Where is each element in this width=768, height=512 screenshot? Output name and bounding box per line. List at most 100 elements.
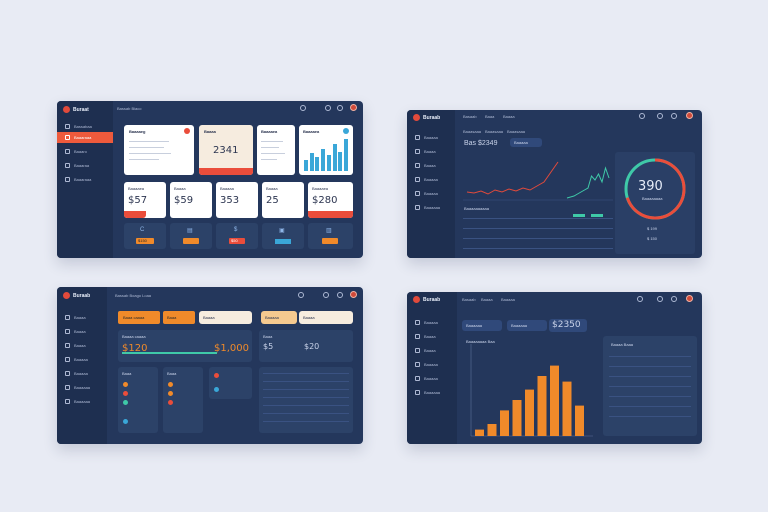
chip-4[interactable]: Baaaaa xyxy=(261,311,297,324)
notification-icon[interactable] xyxy=(298,292,304,298)
stat-card-2[interactable]: Baaaa 2341 xyxy=(199,125,253,175)
stat-card-1[interactable]: Baaaaeg xyxy=(124,125,194,175)
search-icon[interactable] xyxy=(657,296,663,302)
contacts-card[interactable]: Baaa xyxy=(118,367,158,433)
stat-card-3[interactable]: Baaaaea xyxy=(257,125,295,175)
home-icon xyxy=(65,315,70,320)
sidebar-item-4[interactable]: Baaaaa xyxy=(407,174,455,185)
sidebar-item-2[interactable]: Baaaraaa xyxy=(57,132,113,143)
tile-5[interactable]: ▥ xyxy=(308,223,353,249)
sidebar-item-7[interactable]: Baaaaaa xyxy=(57,396,107,407)
table-row xyxy=(263,373,349,374)
stat-card-chart[interactable]: Baaaaea xyxy=(299,125,353,175)
bar xyxy=(525,389,534,436)
brand-logo: Buraab xyxy=(63,292,90,299)
sidebar-item-4[interactable]: Baaaaa xyxy=(407,359,457,370)
metric-card-2[interactable]: Baaaa $59 xyxy=(170,182,212,218)
balance-card[interactable]: Baaaa caaaa $120 $1,000 xyxy=(118,330,252,362)
tab-2[interactable]: Baaasaaa xyxy=(485,129,504,134)
sidebar-item-6[interactable]: Baaaaaa xyxy=(57,382,107,393)
metric-card-1[interactable]: Baaaaea $57 xyxy=(124,182,166,218)
card-strip xyxy=(124,211,146,218)
chip-5[interactable]: Baaaa xyxy=(299,311,353,324)
notification-icon[interactable] xyxy=(637,296,643,302)
sidebar-item-5[interactable]: Baaaaa xyxy=(57,368,107,379)
bar xyxy=(500,410,509,436)
sidebar-item-5[interactable]: Baaaaa xyxy=(407,373,457,384)
tile-1[interactable]: C $150 xyxy=(124,223,166,249)
sidebar-item-5[interactable]: Baaaaa xyxy=(407,188,455,199)
sidebar-item-3[interactable]: Baaaa xyxy=(407,345,457,356)
sidebar-item-5[interactable]: Baaaraaa xyxy=(57,174,113,185)
notification-icon[interactable] xyxy=(639,113,645,119)
card-title: Baaaa Baaa xyxy=(611,342,634,347)
home-icon xyxy=(415,135,420,140)
summary-card[interactable]: Baaa $5 $20 xyxy=(259,330,353,362)
topbar-link-2[interactable]: Baaa xyxy=(485,114,495,119)
tile-3[interactable]: $ $50 xyxy=(216,223,258,249)
topbar-link-3[interactable]: Baaaa xyxy=(503,114,515,119)
avatar xyxy=(168,391,173,396)
tab-3[interactable]: Baaasaaa xyxy=(507,129,526,134)
topbar-link-3[interactable]: Baaaaa xyxy=(501,297,515,302)
balance-value-1: $120 xyxy=(122,343,148,354)
topbar-link-2[interactable]: Baaaa xyxy=(481,297,493,302)
sidebar-item-6[interactable]: Baaaaaa xyxy=(407,202,455,213)
avatar[interactable] xyxy=(350,291,357,298)
metric-card-4[interactable]: Baaaa 25 xyxy=(262,182,304,218)
activity-card[interactable]: Baaa xyxy=(163,367,203,433)
tab-2[interactable]: Baaaaaa xyxy=(507,320,547,331)
filter-chip-label: Baaaaa xyxy=(514,140,528,145)
tab-1[interactable]: Baaaaaa xyxy=(462,320,502,331)
chip-3[interactable]: Baaaa xyxy=(199,311,252,324)
gauge-card[interactable]: 390 Baaaaaaaa $ 199 $ 150 xyxy=(615,152,695,254)
tile-2[interactable]: ▤ xyxy=(170,223,212,249)
avatar[interactable] xyxy=(686,112,693,119)
tab-1[interactable]: Baaasaaa xyxy=(463,129,482,134)
settings-icon[interactable] xyxy=(337,105,343,111)
tile-4[interactable]: ▣ xyxy=(262,223,304,249)
search-icon[interactable] xyxy=(657,113,663,119)
table-title: Baaaaaaaaaa xyxy=(464,206,489,211)
sidebar-item-1[interactable]: Baaaa xyxy=(57,312,107,323)
sidebar-item-1[interactable]: Baaaaa xyxy=(407,317,457,328)
sidebar-item-2[interactable]: Baaaa xyxy=(407,331,457,342)
sidebar-item-2[interactable]: Baaaa xyxy=(57,326,107,337)
search-icon[interactable] xyxy=(323,292,329,298)
sidebar-item-4[interactable]: Baaaaa xyxy=(57,354,107,365)
settings-icon[interactable] xyxy=(671,113,677,119)
chip-2[interactable] xyxy=(163,311,195,324)
notification-icon[interactable] xyxy=(300,105,306,111)
settings-icon[interactable] xyxy=(671,296,677,302)
file-icon xyxy=(415,191,420,196)
search-icon[interactable] xyxy=(325,105,331,111)
filter-chip[interactable]: Baaaaa xyxy=(510,138,542,147)
topbar-link-1[interactable]: Basaab xyxy=(463,114,477,119)
sidebar-item-3[interactable]: Baaaa xyxy=(57,340,107,351)
avatar[interactable] xyxy=(350,104,357,111)
chart-icon xyxy=(415,163,420,168)
topbar-link-1[interactable]: Basaab xyxy=(462,297,476,302)
sidebar-item-1[interactable]: Bassabaa xyxy=(57,121,113,132)
avatar[interactable] xyxy=(686,295,693,302)
mini-bar xyxy=(309,153,314,171)
sidebar-item-1[interactable]: Baaaaa xyxy=(407,132,455,143)
sidebar-item-2[interactable]: Baaaa xyxy=(407,146,455,157)
sidebar-item-3[interactable]: Baaaro xyxy=(57,146,113,157)
mini-bar xyxy=(338,151,343,171)
bar xyxy=(562,381,572,436)
mini-bar xyxy=(321,148,326,171)
users-card[interactable] xyxy=(209,367,252,399)
metric-card-3[interactable]: Baaaaa 353 xyxy=(216,182,258,218)
logo-icon xyxy=(63,106,70,113)
settings-icon[interactable] xyxy=(337,292,343,298)
table-row xyxy=(609,376,691,377)
bar xyxy=(537,376,547,436)
sidebar-item-6[interactable]: Baaaaaa xyxy=(407,387,457,398)
chart-icon xyxy=(65,343,70,348)
sidebar-item-4[interactable]: Baaaraa xyxy=(57,160,113,171)
metric-card-5[interactable]: Baaaaea $280 xyxy=(308,182,353,218)
gauge-fill xyxy=(624,158,686,220)
chip-1[interactable] xyxy=(118,311,160,324)
sidebar-item-3[interactable]: Baaaa xyxy=(407,160,455,171)
